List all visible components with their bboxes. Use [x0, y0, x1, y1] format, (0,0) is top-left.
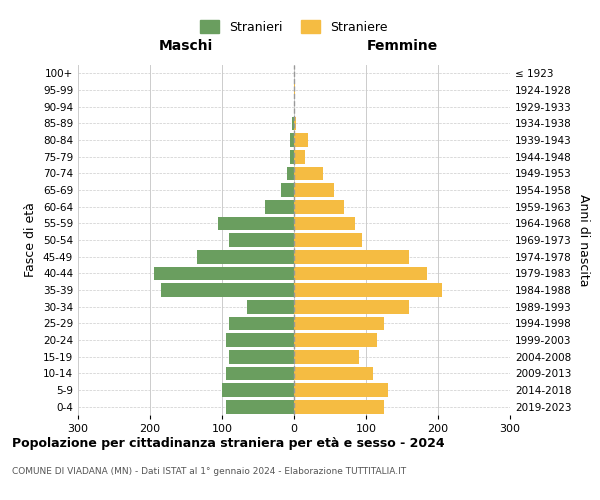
Bar [292, 116, 294, 130]
Bar [294, 300, 409, 314]
Bar [154, 266, 294, 280]
Text: Popolazione per cittadinanza straniera per età e sesso - 2024: Popolazione per cittadinanza straniera p… [12, 438, 445, 450]
Bar [226, 366, 294, 380]
Bar [294, 366, 373, 380]
Bar [197, 250, 294, 264]
Bar [294, 133, 308, 147]
Y-axis label: Anni di nascita: Anni di nascita [577, 194, 590, 286]
Bar [294, 316, 384, 330]
Bar [294, 166, 323, 180]
Text: Maschi: Maschi [159, 38, 213, 52]
Bar [294, 283, 442, 297]
Bar [294, 383, 388, 397]
Bar [226, 333, 294, 347]
Y-axis label: Fasce di età: Fasce di età [25, 202, 37, 278]
Bar [294, 266, 427, 280]
Bar [226, 400, 294, 413]
Text: COMUNE DI VIADANA (MN) - Dati ISTAT al 1° gennaio 2024 - Elaborazione TUTTITALIA: COMUNE DI VIADANA (MN) - Dati ISTAT al 1… [12, 468, 406, 476]
Bar [294, 83, 295, 97]
Bar [287, 166, 294, 180]
Bar [294, 150, 305, 164]
Bar [294, 116, 296, 130]
Bar [247, 300, 294, 314]
Bar [294, 216, 355, 230]
Legend: Stranieri, Straniere: Stranieri, Straniere [196, 15, 392, 39]
Bar [290, 133, 294, 147]
Bar [161, 283, 294, 297]
Text: Femmine: Femmine [367, 38, 437, 52]
Bar [294, 350, 359, 364]
Bar [218, 216, 294, 230]
Bar [222, 383, 294, 397]
Bar [290, 150, 294, 164]
Bar [294, 250, 409, 264]
Bar [265, 200, 294, 213]
Bar [229, 316, 294, 330]
Bar [294, 233, 362, 247]
Bar [294, 333, 377, 347]
Bar [229, 350, 294, 364]
Bar [294, 200, 344, 213]
Bar [281, 183, 294, 197]
Bar [294, 183, 334, 197]
Bar [229, 233, 294, 247]
Bar [294, 400, 384, 413]
